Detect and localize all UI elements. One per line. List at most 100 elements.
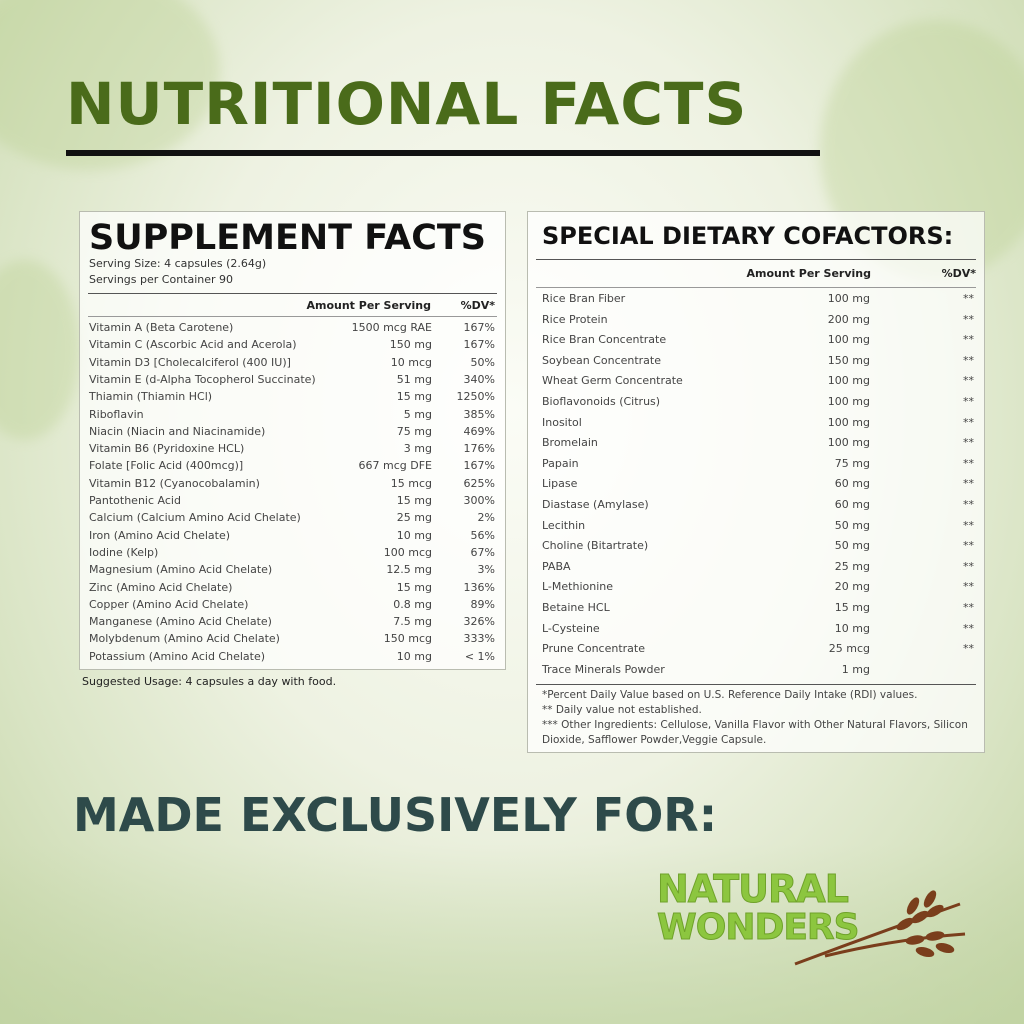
daily-value: ** [963, 539, 974, 553]
amount: 150 mg [389, 338, 432, 352]
amount: 20 mg [834, 580, 870, 594]
nutrient-name: Lecithin [542, 518, 586, 532]
amount: 100 mg [827, 333, 870, 347]
nutrient-name: Iron (Amino Acid Chelate) [89, 528, 231, 542]
supplement-facts-panel: SUPPLEMENT FACTS Serving Size: 4 capsule… [79, 211, 506, 670]
amount: 15 mcg [390, 476, 432, 490]
table-row: L-Methionine 20 mg ** [542, 580, 976, 594]
table-row: Vitamin D3 [Cholecalciferol (400 IU)] 10 … [89, 356, 497, 370]
made-exclusively-for: MADE EXCLUSIVELY FOR: [73, 788, 718, 842]
daily-value: 89% [470, 597, 495, 611]
amount: 3 mg [403, 442, 432, 456]
daily-value: 50% [470, 355, 495, 369]
amount-header: Amount Per Serving [746, 267, 871, 280]
daily-value: ** [963, 353, 974, 367]
nutrient-name: Prune Concentrate [542, 642, 645, 656]
amount: 10 mcg [390, 355, 432, 369]
daily-value: 469% [463, 424, 495, 438]
daily-value: ** [963, 621, 974, 635]
table-row: Prune Concentrate 25 mcg ** [542, 642, 976, 656]
wheat-icon [794, 890, 966, 966]
daily-value: ** [963, 498, 974, 511]
nutrient-name: Magnesium (Amino Acid Chelate) [89, 563, 273, 577]
nutrient-name: Potassium (Amino Acid Chelate) [89, 649, 266, 663]
daily-value: ** [963, 415, 974, 429]
nutrient-name: Vitamin C (Ascorbic Acid and Acerola) [89, 338, 297, 352]
amount: 15 mg [396, 494, 432, 507]
divider [88, 293, 497, 294]
table-row: Pantothenic Acid 15 mg 300% [89, 494, 497, 508]
daily-value: 333% [463, 632, 495, 646]
amount: 50 mg [834, 539, 870, 553]
daily-value: 3% [477, 563, 495, 577]
footnote: ** Daily value not established. [542, 704, 702, 716]
page-heading: NUTRITIONAL FACTS [66, 70, 748, 138]
amount: 100 mg [827, 415, 870, 429]
daily-value: 2% [477, 511, 495, 525]
nutrient-name: Vitamin B6 (Pyridoxine HCL) [89, 442, 245, 456]
nutrient-name: Betaine HCL [542, 601, 610, 614]
nutrient-name: Bromelain [542, 436, 598, 450]
amount: 0.8 mg [393, 597, 432, 611]
table-row: Choline (Bitartrate) 50 mg ** [542, 539, 976, 553]
divider [536, 287, 976, 288]
table-row: PABA 25 mg ** [542, 560, 976, 574]
amount: 10 mg [396, 649, 432, 663]
table-row: Thiamin (Thiamin HCl) 15 mg 1250% [89, 390, 497, 404]
daily-value: ** [963, 642, 974, 656]
daily-value: 625% [463, 476, 495, 490]
nutrient-name: PABA [542, 559, 571, 573]
heading-underline [66, 150, 820, 156]
table-row: Betaine HCL 15 mg ** [542, 601, 976, 615]
amount: 75 mg [834, 456, 870, 470]
amount-header: Amount Per Serving [306, 299, 431, 312]
nutrient-name: Vitamin B12 (Cyanocobalamin) [89, 476, 260, 490]
table-row: L-Cysteine 10 mg ** [542, 622, 976, 636]
cofactors-panel: SPECIAL DIETARY COFACTORS: Amount Per Se… [527, 211, 985, 753]
daily-value: 326% [463, 615, 495, 629]
table-row: Molybdenum (Amino Acid Chelate) 150 mcg 33… [89, 632, 497, 646]
nutrient-name: Inositol [542, 415, 582, 429]
table-row: Bromelain 100 mg ** [542, 436, 976, 450]
divider [536, 684, 976, 685]
daily-value: ** [963, 518, 974, 532]
background-leaf [0, 260, 80, 440]
amount: 667 mcg DFE [358, 459, 432, 473]
daily-value: 67% [470, 545, 495, 559]
nutrient-name: Lipase [542, 477, 578, 491]
table-row: Manganese (Amino Acid Chelate) 7.5 mg 326% [89, 615, 497, 629]
nutrient-name: Rice Bran Fiber [542, 292, 626, 305]
daily-value: ** [963, 312, 974, 326]
table-row: Magnesium (Amino Acid Chelate) 12.5 mg 3% [89, 563, 497, 577]
amount: 15 mg [834, 601, 870, 614]
amount: 100 mg [827, 374, 870, 388]
amount: 15 mg [396, 580, 432, 594]
amount: 200 mg [827, 312, 870, 326]
table-row: Rice Protein 200 mg ** [542, 313, 976, 327]
amount: 1 mg [841, 662, 870, 676]
table-row: Rice Bran Concentrate 100 mg ** [542, 333, 976, 347]
nutrient-name: Diastase (Amylase) [542, 498, 649, 511]
nutrient-name: Papain [542, 456, 579, 470]
amount: 150 mcg [383, 632, 432, 646]
table-row: Papain 75 mg ** [542, 457, 976, 471]
table-row: Inositol 100 mg ** [542, 416, 976, 430]
amount: 60 mg [834, 477, 870, 491]
table-row: Diastase (Amylase) 60 mg ** [542, 498, 976, 512]
nutrient-name: L-Methionine [542, 580, 614, 594]
amount: 10 mg [396, 528, 432, 542]
table-row: Vitamin B12 (Cyanocobalamin) 15 mcg 625% [89, 477, 497, 491]
table-row: Copper (Amino Acid Chelate) 0.8 mg 89% [89, 598, 497, 612]
table-row: Niacin (Niacin and Niacinamide) 75 mg 469% [89, 425, 497, 439]
daily-value: ** [963, 580, 974, 594]
amount: 100 mcg [383, 545, 432, 559]
nutrient-name: Pantothenic Acid [89, 494, 181, 507]
daily-value: ** [963, 456, 974, 470]
daily-value: 167% [463, 459, 495, 473]
daily-value: 56% [470, 528, 495, 542]
nutrient-name: Riboflavin [89, 407, 144, 421]
background-grass [0, 844, 1024, 1024]
amount: 150 mg [827, 353, 870, 367]
table-row: Bioflavonoids (Citrus) 100 mg ** [542, 395, 976, 409]
nutrient-name: Bioflavonoids (Citrus) [542, 395, 661, 408]
